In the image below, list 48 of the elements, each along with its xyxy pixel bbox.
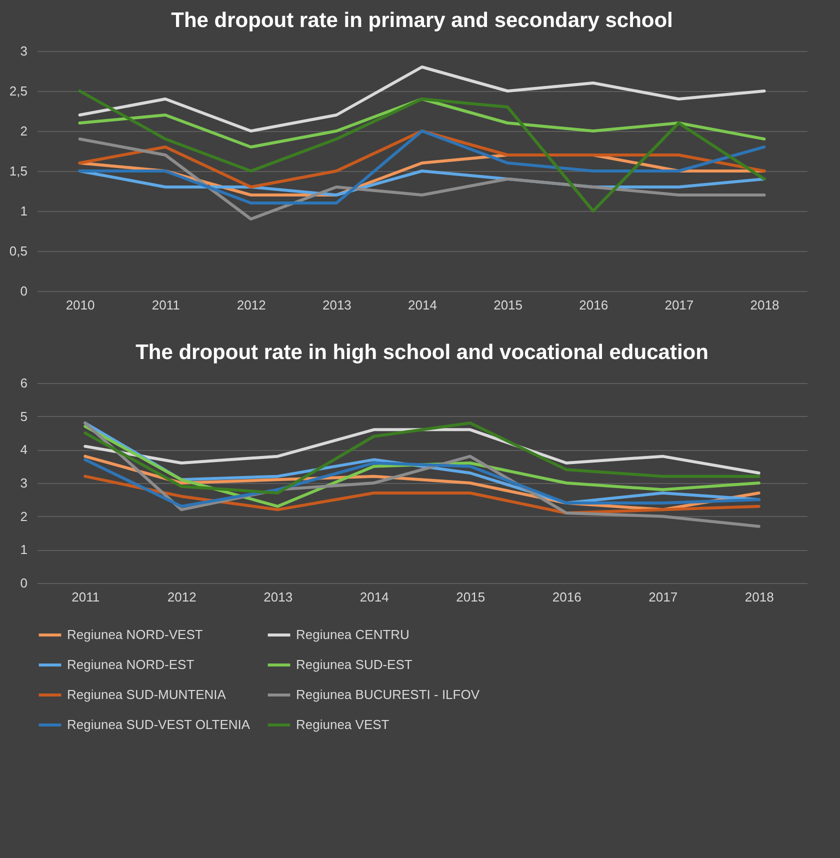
x-tick-label: 2014 — [408, 298, 437, 312]
y-tick-label: 0,5 — [9, 244, 28, 258]
y-tick-label: 5 — [20, 408, 28, 424]
legend-label: Regiunea CENTRU — [296, 627, 410, 642]
chart-title: The dropout rate in high school and vocational education — [136, 341, 708, 364]
line-series — [78, 138, 766, 220]
x-tick-label: 2013 — [322, 298, 352, 312]
x-tick-label: 2012 — [236, 298, 266, 312]
y-tick-label: 1,5 — [9, 164, 28, 178]
legend-label: Regiunea NORD-VEST — [67, 627, 203, 642]
line-series — [78, 90, 766, 212]
legend-label: Regiunea NORD-EST — [67, 657, 194, 672]
x-tick-label: 2018 — [750, 298, 780, 312]
x-tick-label: 2017 — [664, 298, 694, 312]
x-tick-label: 2011 — [152, 298, 180, 312]
y-tick-label: 0 — [20, 576, 28, 590]
line-series — [78, 130, 766, 188]
legend-label: Regiunea SUD-EST — [296, 657, 412, 672]
y-tick-label: 3 — [20, 476, 28, 490]
x-tick-label: 2016 — [579, 298, 608, 312]
y-tick-label: 4 — [20, 442, 28, 458]
legend-label: Regiunea BUCURESTI - ILFOV — [296, 687, 480, 702]
x-tick-label: 2018 — [744, 590, 774, 604]
y-tick-label: 0 — [20, 284, 28, 298]
legend-label: Regiunea SUD-MUNTENIA — [67, 687, 226, 702]
x-tick-label: 2011 — [72, 590, 100, 604]
x-tick-label: 2010 — [66, 298, 95, 312]
x-tick-label: 2015 — [494, 298, 523, 312]
x-tick-label: 2015 — [456, 590, 486, 604]
x-tick-label: 2017 — [648, 590, 678, 604]
line-series — [78, 130, 766, 204]
legend-label: Regiunea VEST — [296, 717, 390, 732]
x-tick-label: 2013 — [264, 590, 293, 604]
line-series — [78, 98, 766, 148]
y-tick-label: 1 — [20, 204, 28, 218]
legend-label: Regiunea SUD-VEST OLTENIA — [67, 717, 250, 732]
y-tick-label: 2 — [20, 508, 28, 524]
y-tick-label: 6 — [20, 376, 28, 390]
y-tick-label: 1 — [20, 542, 28, 558]
y-tick-label: 2 — [20, 124, 28, 138]
line-series — [78, 66, 766, 132]
line-series — [84, 474, 760, 514]
y-tick-label: 2,5 — [9, 84, 28, 98]
x-tick-label: 2016 — [552, 590, 582, 604]
chart-title: The dropout rate in primary and secondary school — [171, 9, 673, 32]
y-tick-label: 3 — [20, 44, 28, 58]
x-tick-label: 2014 — [360, 590, 389, 604]
x-tick-label: 2012 — [167, 590, 196, 604]
